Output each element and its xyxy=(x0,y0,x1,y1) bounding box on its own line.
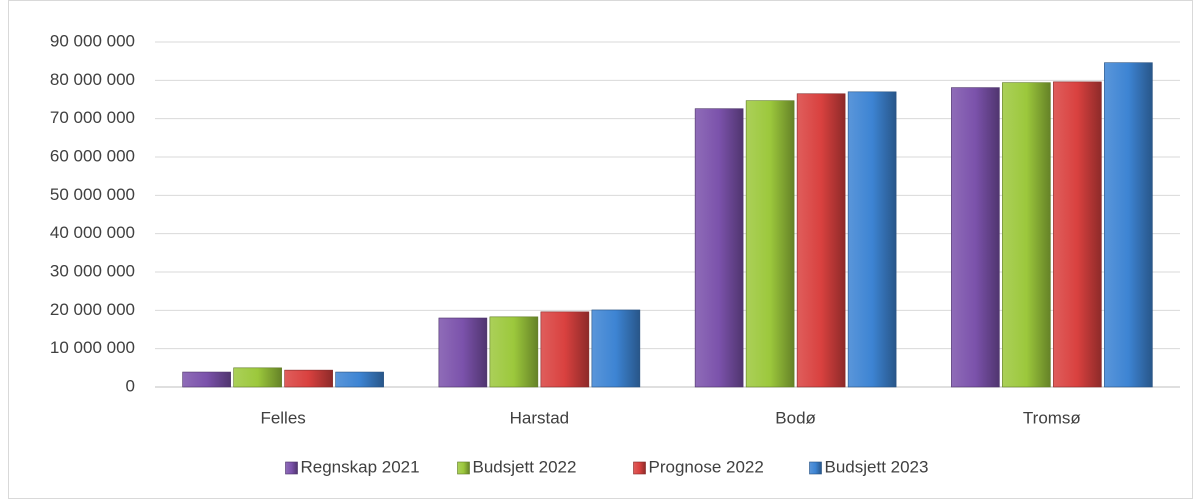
y-tick-label: 30 000 000 xyxy=(50,261,135,280)
y-tick-label: 80 000 000 xyxy=(50,70,135,89)
y-tick-label: 20 000 000 xyxy=(50,300,135,319)
legend-label: Regnskap 2021 xyxy=(301,457,420,476)
legend-label: Budsjett 2023 xyxy=(825,457,929,476)
y-tick-label: 0 xyxy=(126,376,135,395)
y-tick-label: 90 000 000 xyxy=(50,31,135,50)
bar xyxy=(1104,62,1153,388)
y-tick-label: 10 000 000 xyxy=(50,338,135,357)
legend-swatch xyxy=(633,461,646,475)
y-tick-label: 70 000 000 xyxy=(50,108,135,127)
bar xyxy=(284,369,333,388)
bar xyxy=(1002,82,1051,388)
x-tick-label: Tromsø xyxy=(1023,408,1081,427)
bar xyxy=(438,317,488,388)
x-tick-label: Felles xyxy=(260,408,305,427)
bar xyxy=(951,87,1000,388)
x-tick-label: Bodø xyxy=(775,408,816,427)
legend-swatch xyxy=(809,461,822,475)
bar xyxy=(233,367,282,388)
legend-label: Prognose 2022 xyxy=(649,457,764,476)
x-tick-label: Harstad xyxy=(510,408,570,427)
bar xyxy=(694,108,744,388)
bar xyxy=(540,311,590,388)
bar xyxy=(335,371,384,388)
y-tick-label: 60 000 000 xyxy=(50,146,135,165)
bar xyxy=(182,371,231,388)
bar xyxy=(591,309,641,388)
legend-swatch xyxy=(285,461,298,475)
bar xyxy=(489,316,539,388)
bar xyxy=(745,100,795,388)
bar xyxy=(796,93,846,388)
bar xyxy=(1053,81,1102,388)
bar xyxy=(847,91,897,388)
legend-label: Budsjett 2022 xyxy=(473,457,577,476)
y-tick-label: 50 000 000 xyxy=(50,185,135,204)
y-tick-label: 40 000 000 xyxy=(50,223,135,242)
legend-swatch xyxy=(457,461,470,475)
